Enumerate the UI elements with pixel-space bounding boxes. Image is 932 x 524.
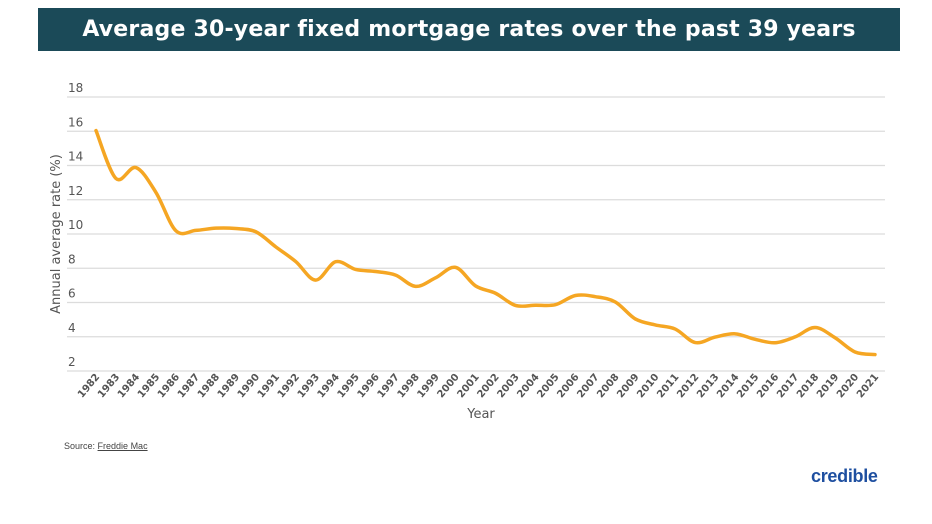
y-axis-label: Annual average rate (%) xyxy=(49,154,64,314)
y-tick-label: 8 xyxy=(68,252,76,266)
y-tick-label: 4 xyxy=(68,321,76,335)
series-line xyxy=(94,128,877,357)
y-tick-label: 12 xyxy=(68,184,83,198)
chart-title: Average 30-year fixed mortgage rates ove… xyxy=(82,17,856,42)
y-tick-label: 6 xyxy=(68,287,76,301)
title-bar: Average 30-year fixed mortgage rates ove… xyxy=(38,8,900,51)
y-tick-label: 10 xyxy=(68,218,83,232)
y-tick-label: 18 xyxy=(68,81,83,95)
x-tick-label: 2021 xyxy=(855,372,881,400)
source-label: Source: xyxy=(64,441,96,451)
credible-logo: credible xyxy=(811,466,878,486)
source-note: Source: Freddie Mac xyxy=(64,441,148,451)
y-tick-label: 14 xyxy=(68,150,83,164)
x-axis-label: Year xyxy=(466,407,495,422)
x-tick-labels: 1982198319841985198619871988198919901991… xyxy=(76,372,881,400)
y-tick-label: 2 xyxy=(68,355,76,369)
y-tick-labels: 2 4 6 8 10 12 14 16 18 xyxy=(68,81,83,369)
source-link[interactable]: Freddie Mac xyxy=(97,441,148,451)
y-tick-label: 16 xyxy=(68,115,83,129)
gridlines xyxy=(67,96,885,372)
